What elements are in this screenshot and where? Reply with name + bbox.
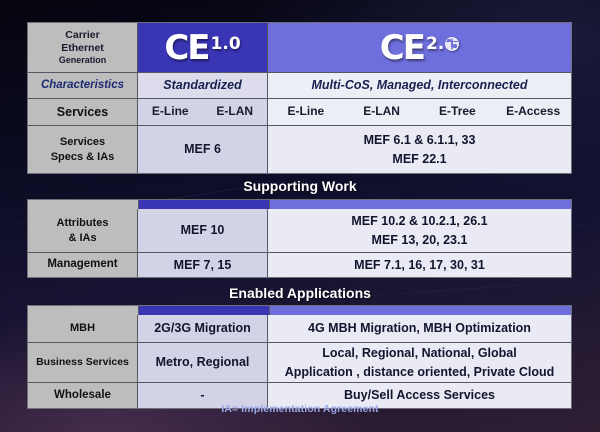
- attributes-ce2-line-2: MEF 13, 20, 23.1: [371, 232, 468, 247]
- header-line-1: Carrier: [65, 28, 100, 41]
- table-row-management: Management MEF 7, 15 MEF 7.1, 16, 17, 30…: [28, 253, 571, 277]
- header-line-2: Ethernet: [61, 41, 104, 54]
- header-generation-label: Carrier Ethernet Generation: [28, 23, 138, 73]
- service-item: E-LAN: [363, 104, 400, 119]
- attributes-ce2-value: MEF 10.2 & 10.2.1, 26.1 MEF 13, 20, 23.1: [268, 209, 571, 253]
- row-label-management: Management: [28, 253, 138, 277]
- characteristics-ce1-value: Standardized: [138, 73, 268, 99]
- service-item: E-LAN: [216, 104, 254, 119]
- section-color-strip: [28, 200, 571, 209]
- row-label-characteristics: Characteristics: [28, 73, 138, 99]
- service-item: E-Line: [151, 104, 189, 119]
- mbh-ce2-value: 4G MBH Migration, MBH Optimization: [268, 315, 571, 343]
- globe-icon: [445, 36, 460, 51]
- header-ce2-logo: CE 2.: [268, 23, 571, 73]
- ce1-logo: CE 1.0: [164, 27, 241, 68]
- row-label-services-specs: Services Specs & IAs: [28, 126, 138, 173]
- table-supporting-work: Attributes & IAs MEF 10 MEF 10.2 & 10.2.…: [27, 199, 572, 278]
- service-item: E-Tree: [439, 104, 476, 119]
- table-row-wholesale: Wholesale - Buy/Sell Access Services: [28, 383, 571, 408]
- header-line-3: Generation: [58, 55, 107, 65]
- table-row-header: Carrier Ethernet Generation CE 1.0 CE 2.: [28, 23, 571, 73]
- section-title-enabled-applications: Enabled Applications: [229, 285, 371, 301]
- ce2-wordmark: CE: [379, 27, 426, 68]
- business-services-ce1-value: Metro, Regional: [138, 343, 268, 383]
- service-item: E-Access: [506, 104, 561, 119]
- service-item: E-Line: [287, 104, 325, 119]
- services-ce2-values: E-Line E-LAN E-Tree E-Access: [268, 99, 571, 126]
- strip-label-column: [28, 306, 139, 315]
- wholesale-ce2-value: Buy/Sell Access Services: [268, 383, 571, 408]
- business-services-ce2-line-1: Local, Regional, National, Global: [322, 346, 517, 361]
- table-row-characteristics: Characteristics Standardized Multi-CoS, …: [28, 73, 571, 99]
- ce2-version: 2.: [426, 35, 460, 53]
- table-row-business-services: Business Services Metro, Regional Local,…: [28, 343, 571, 383]
- header-ce1-logo: CE 1.0: [138, 23, 268, 73]
- attributes-ce2-line-1: MEF 10.2 & 10.2.1, 26.1: [351, 214, 488, 229]
- table-enabled-applications: MBH 2G/3G Migration 4G MBH Migration, MB…: [27, 305, 572, 409]
- row-label-line-1: Services: [59, 136, 106, 149]
- characteristics-ce2-value: Multi-CoS, Managed, Interconnected: [268, 73, 571, 99]
- management-ce1-value: MEF 7, 15: [138, 253, 268, 277]
- row-label-line-2: Specs & IAs: [50, 150, 115, 163]
- business-services-ce2-value: Local, Regional, National, Global Applic…: [268, 343, 571, 383]
- mbh-ce1-value: 2G/3G Migration: [138, 315, 268, 343]
- row-label-line-1: Attributes: [56, 217, 109, 230]
- strip-label-column: [28, 200, 139, 209]
- row-label-business-services: Business Services: [28, 343, 138, 383]
- section-color-strip: [28, 306, 571, 315]
- table-row-mbh: MBH 2G/3G Migration 4G MBH Migration, MB…: [28, 315, 571, 343]
- strip-ce1-column: [139, 306, 270, 315]
- footnote-ia-definition: IA= Implementation Agreement: [221, 403, 379, 415]
- specs-ce2-line-1: MEF 6.1 & 6.1.1, 33: [363, 133, 476, 148]
- ce1-wordmark: CE: [164, 27, 210, 68]
- row-label-attributes: Attributes & IAs: [28, 209, 138, 253]
- specs-ce1-value: MEF 6: [138, 126, 268, 173]
- services-ce1-values: E-Line E-LAN: [138, 99, 268, 126]
- section-title-supporting-work: Supporting Work: [243, 178, 357, 194]
- wholesale-ce1-value: -: [138, 383, 268, 408]
- ce1-version: 1.0: [210, 33, 241, 54]
- strip-ce1-column: [139, 200, 270, 209]
- business-services-ce2-line-2: Application , distance oriented, Private…: [284, 364, 555, 379]
- table-row-services-specs: Services Specs & IAs MEF 6 MEF 6.1 & 6.1…: [28, 126, 571, 173]
- row-label-mbh: MBH: [28, 315, 138, 343]
- strip-ce2-column: [270, 200, 571, 209]
- table-generation-comparison: Carrier Ethernet Generation CE 1.0 CE 2.…: [27, 22, 572, 174]
- table-row-services: Services E-Line E-LAN E-Line E-LAN E-Tre…: [28, 99, 571, 126]
- specs-ce2-value: MEF 6.1 & 6.1.1, 33 MEF 22.1: [268, 126, 571, 173]
- ce2-logo: CE 2.: [379, 27, 460, 68]
- specs-ce2-line-2: MEF 22.1: [392, 151, 447, 166]
- strip-ce2-column: [270, 306, 571, 315]
- management-ce2-value: MEF 7.1, 16, 17, 30, 31: [268, 253, 571, 277]
- table-row-attributes: Attributes & IAs MEF 10 MEF 10.2 & 10.2.…: [28, 209, 571, 253]
- attributes-ce1-value: MEF 10: [138, 209, 268, 253]
- row-label-services: Services: [28, 99, 138, 126]
- row-label-wholesale: Wholesale: [28, 383, 138, 408]
- row-label-line-2: & IAs: [68, 231, 97, 244]
